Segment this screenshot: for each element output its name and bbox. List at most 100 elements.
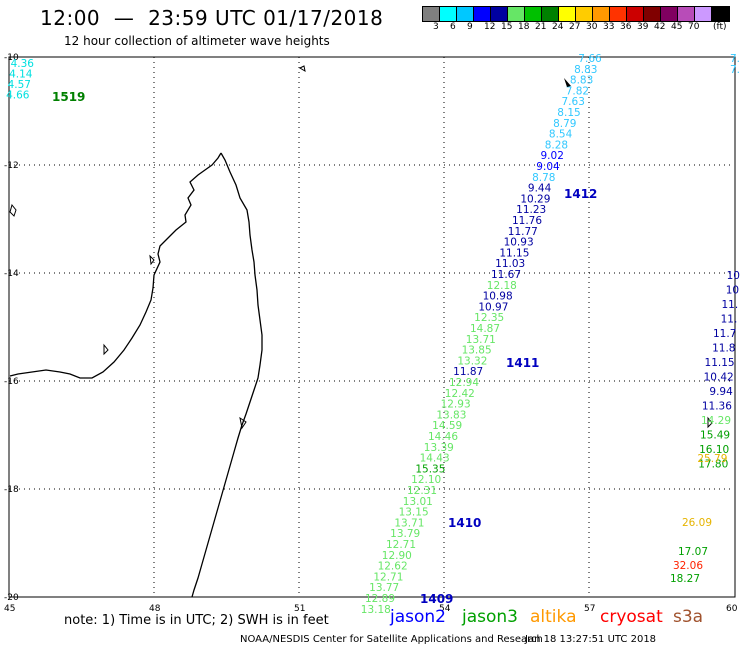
colorbar-label: 70 [688,22,700,32]
lat-tick-label: -10 [4,53,19,63]
wave-height-label: 11.76 [512,215,542,227]
colorbar-label: 42 [654,22,666,32]
wave-height-label: 13.79 [390,528,420,540]
wave-height-label: 13.15 [399,507,429,519]
colorbar-label: 27 [569,22,581,32]
colorbar-swatch [661,7,678,21]
wave-height-label: 17.07 [678,546,708,558]
small-islet [707,416,713,429]
small-islet [298,65,306,73]
wave-height-label: 14.59 [432,420,462,432]
colorbar-swatch [712,7,729,21]
wave-height-label: 16.10 [699,444,729,456]
wave-height-label: 14.87 [470,323,500,335]
colorbar-swatch [559,7,576,21]
pass-number-label: 1410 [448,516,481,530]
colorbar-swatch [440,7,457,21]
small-islet [239,416,247,430]
wave-height-label: 13.39 [424,442,454,454]
wave-height-label: 9.04 [536,161,560,173]
wave-height-label: 10.97 [478,301,508,313]
wave-height-label: 12.42 [445,388,475,400]
wave-height-label: 11.36 [702,401,732,413]
wave-height-label: 14.43 [420,453,450,465]
lon-tick-label: 54 [439,604,451,614]
pass-number-label: 1409 [420,592,453,606]
lat-tick-label: -12 [4,161,19,171]
colorbar-unit: (ft) [713,22,727,32]
wave-height-label: 8.78 [532,172,555,184]
wave-height-label: 4.36 [11,58,35,70]
wave-height-label: 8.28 [545,139,568,151]
colorbar-label: 24 [552,22,564,32]
wave-height-label: 13.32 [457,355,487,367]
small-islet [103,343,109,356]
wave-height-label: 11.15 [499,247,529,259]
wave-height-label: 11.8 [712,343,735,355]
colorbar-label: 15 [501,22,513,32]
wave-height-label: 13.18 [361,604,391,616]
wave-height-label: 11. [721,299,738,311]
legend-altika: altika [530,607,577,627]
pass-number-label: 1411 [506,356,539,370]
wave-height-label: 13.71 [394,517,424,529]
wave-height-label: 12.35 [474,312,504,324]
wave-height-label: 10 [727,270,740,282]
wave-height-label: 10.42 [704,372,734,384]
wave-height-label: 10.29 [520,193,550,205]
wave-height-label: 11.67 [491,269,521,281]
lon-tick-label: 60 [726,604,738,614]
wave-height-label: 12.89 [365,593,395,605]
wave-height-label: 13.01 [403,496,433,508]
lat-tick-label: -20 [4,593,19,603]
wave-height-label: 14.46 [428,431,458,443]
wave-height-label: 4.66 [6,90,30,102]
wave-height-label: 11.15 [705,357,735,369]
colorbar-label: 36 [620,22,632,32]
small-islet [149,254,155,266]
wave-height-label: 7.66 [578,53,602,65]
colorbar-label: 30 [586,22,598,32]
wave-height-label: 12.10 [411,474,441,486]
colorbar-label: 9 [467,22,473,32]
wave-height-label: 7.82 [566,85,589,97]
wave-height-label: 15.35 [415,463,445,475]
colorbar [422,6,730,22]
wave-height-label: 11.03 [495,258,525,270]
wave-height-label: 11. [721,314,738,326]
wave-height-label: 11.77 [508,226,538,238]
map-subtitle: 12 hour collection of altimeter wave hei… [64,34,330,48]
wave-height-label: 4.14 [9,69,33,81]
wave-height-label: 14.29 [701,415,731,427]
wave-height-label: 8.83 [570,75,593,87]
legend-jason2: jason2 [390,607,446,627]
wave-height-label: 12.62 [378,561,408,573]
pass-number-labels: 1412 1411 1410 1409 1519 [52,90,597,606]
wave-height-label: 4.57 [8,79,31,91]
wave-height-label: 11.23 [516,204,546,216]
legend-s3a: s3a [673,607,704,627]
wave-height-label: 12.93 [441,399,471,411]
wave-height-label: 7. [730,64,740,76]
legend-jason3: jason3 [462,607,518,627]
pass-number-label: 1519 [52,90,85,104]
lon-tick-label: 57 [584,604,595,614]
wave-height-label: 8.54 [549,129,573,141]
footnote: note: 1) Time is in UTC; 2) SWH is in fe… [64,613,329,628]
colorbar-label: 18 [518,22,530,32]
legend-cryosat: cryosat [600,607,663,627]
colorbar-label: 45 [671,22,683,32]
wave-height-label: 12.71 [373,571,403,583]
small-islet [9,203,17,217]
wave-height-label: 10 [726,285,739,297]
wave-height-labels: 7.668.838.837.827.638.158.798.548.289.02… [6,53,740,616]
colorbar-swatch [508,7,525,21]
wave-height-label: 12.18 [487,280,517,292]
map-frame [8,56,736,598]
wave-height-label: 8.15 [557,107,580,119]
colorbar-label: 3 [433,22,439,32]
colorbar-label: 33 [603,22,615,32]
colorbar-swatch [474,7,491,21]
timestamp: Jan 18 13:27:51 UTC 2018 [525,634,657,645]
wave-height-label: 12.94 [449,377,479,389]
